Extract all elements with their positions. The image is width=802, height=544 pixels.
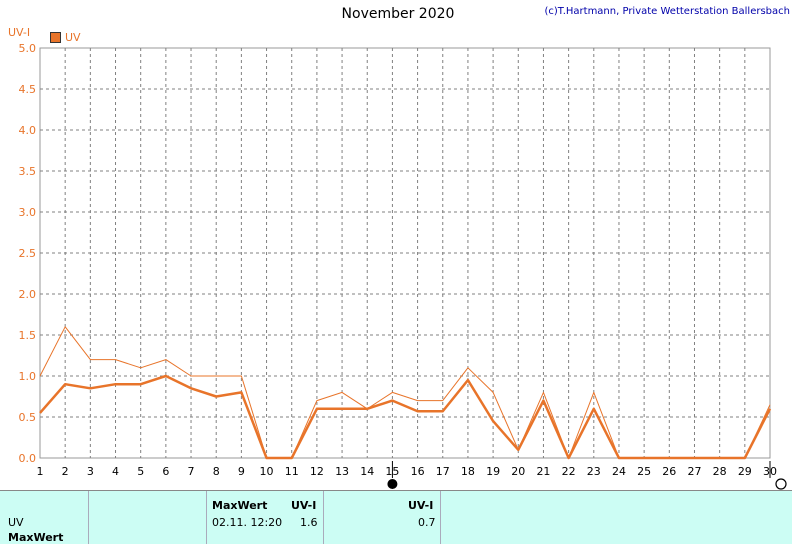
x-tick-label: 3 [87, 465, 94, 478]
x-tick-label: 25 [637, 465, 651, 478]
y-tick-label: 1.0 [19, 370, 37, 383]
y-tick-label: 0.5 [19, 411, 37, 424]
unit-header-1: UV-I [291, 499, 317, 512]
series-line-max [39, 326, 771, 459]
table-divider [206, 491, 207, 544]
table-divider [440, 491, 441, 544]
x-tick-label: 5 [137, 465, 144, 478]
copyright-text: (c)T.Hartmann, Private Wetterstation Bal… [544, 6, 790, 17]
x-tick-label: 20 [511, 465, 525, 478]
x-tick-label: 24 [612, 465, 626, 478]
row-label-uv: UV [8, 516, 24, 529]
legend-label: UV [65, 31, 81, 44]
x-tick-label: 18 [461, 465, 475, 478]
x-tick-label: 19 [486, 465, 500, 478]
y-tick-label: 4.5 [19, 83, 37, 96]
x-tick-label: 26 [662, 465, 676, 478]
summary-table: UV MaxWert MaxWert UV-I 02.11. 12:20 1.6… [0, 490, 792, 544]
full-moon-icon [775, 478, 787, 490]
x-tick-label: 27 [687, 465, 701, 478]
chart-title: November 2020 [341, 6, 455, 22]
new-moon-icon [387, 479, 398, 489]
x-tick-label: 9 [238, 465, 245, 478]
uv-chart: 0.00.51.01.52.02.53.03.54.04.55.01 2 3 4 5 6 7… [19, 42, 787, 490]
x-tick-label: 17 [436, 465, 450, 478]
y-tick-label: 3.0 [19, 206, 37, 219]
maxwert-header: MaxWert [212, 499, 268, 512]
x-tick-label: 2 [62, 465, 69, 478]
x-tick-label: 29 [738, 465, 752, 478]
x-tick-label: 28 [713, 465, 727, 478]
maxwert-value: 1.6 [300, 516, 318, 529]
x-tick-label: 8 [213, 465, 220, 478]
y-tick-label: 5.0 [19, 42, 37, 55]
y-tick-label: 2.5 [19, 247, 37, 260]
x-tick-label: 7 [188, 465, 195, 478]
table-divider [88, 491, 89, 544]
x-tick-label: 6 [162, 465, 169, 478]
avg-value: 0.7 [418, 516, 436, 529]
x-tick-label: 10 [260, 465, 274, 478]
unit-header-2: UV-I [408, 499, 434, 512]
x-tick-label: 16 [411, 465, 425, 478]
table-divider [323, 491, 324, 544]
legend-swatch [50, 32, 61, 43]
row-label-maxwert: MaxWert [8, 531, 64, 544]
y-tick-label: 0.0 [19, 452, 37, 465]
x-tick-label: 12 [310, 465, 324, 478]
x-tick-label: 1 [37, 465, 44, 478]
x-tick-label: 23 [587, 465, 601, 478]
maxwert-time: 02.11. 12:20 [212, 516, 283, 529]
legend: UV [50, 31, 81, 44]
y-tick-label: 2.0 [19, 288, 37, 301]
x-tick-label: 21 [536, 465, 550, 478]
x-tick-label: 22 [562, 465, 576, 478]
x-tick-label: 4 [112, 465, 119, 478]
x-tick-label: 14 [360, 465, 374, 478]
y-axis-unit: UV-I [8, 26, 31, 39]
y-tick-label: 3.5 [19, 165, 37, 178]
y-tick-label: 4.0 [19, 124, 37, 137]
x-tick-label: 11 [285, 465, 299, 478]
x-tick-label: 13 [335, 465, 349, 478]
y-tick-label: 1.5 [19, 329, 37, 342]
